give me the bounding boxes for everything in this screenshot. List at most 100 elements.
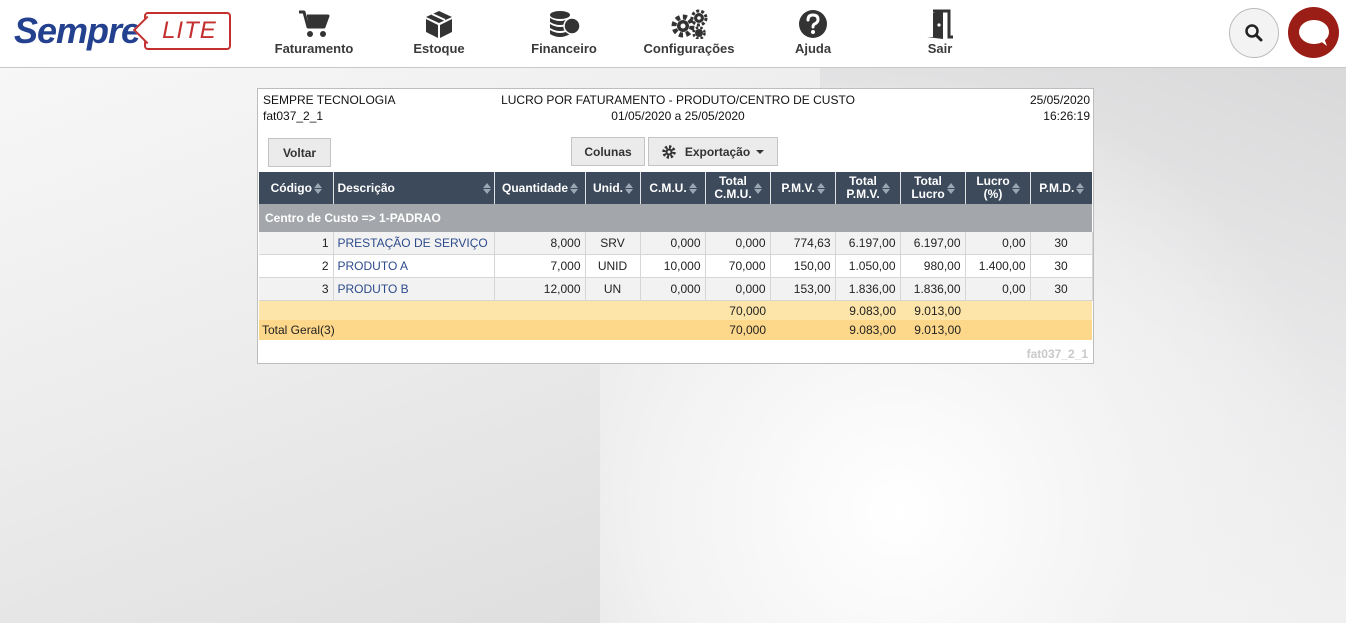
cell-total-pmv: 1.836,00	[835, 277, 901, 301]
nav-label: Estoque	[413, 41, 465, 56]
nav-faturamento[interactable]: Faturamento	[272, 9, 356, 56]
table-row[interactable]: 3 PRODUTO B 12,000 UN 0,000 0,000 153,00…	[259, 277, 1093, 301]
report-table: Código Descrição Quantidade Unid. C.M.U.…	[259, 172, 1093, 340]
cell-cmu: 0,000	[640, 232, 706, 255]
cell-unid: UNID	[585, 254, 641, 278]
col-label: Total Lucro	[911, 175, 944, 201]
question-icon	[790, 9, 836, 39]
report-header-right: 25/05/2020 16:26:19	[1030, 92, 1090, 124]
cell-total-lucro: 6.197,00	[900, 232, 966, 255]
cell-quantidade: 7,000	[494, 254, 586, 278]
col-label-line: C.M.U.	[714, 187, 752, 201]
nav-financeiro[interactable]: Financeiro	[528, 9, 600, 56]
report-period: 01/05/2020 a 25/05/2020	[611, 109, 745, 123]
grand-total-spacer	[965, 320, 1092, 340]
subtotal-spacer	[770, 300, 835, 320]
sort-icon	[1076, 182, 1085, 194]
sort-icon	[946, 182, 955, 194]
gear-icon	[662, 144, 676, 159]
sort-icon	[625, 182, 633, 194]
cell-lucro-pct: 0,00	[965, 277, 1031, 301]
sort-icon	[816, 182, 825, 194]
report-date: 25/05/2020	[1029, 93, 1090, 107]
company-name: SEMPRE TECNOLOGIA	[263, 93, 396, 107]
col-label: P.M.D.	[1039, 180, 1075, 195]
report-header-center: LUCRO POR FATURAMENTO - PRODUTO/CENTRO D…	[458, 92, 898, 124]
gears-icon	[640, 9, 738, 39]
sort-icon	[570, 182, 578, 194]
cell-codigo: 3	[259, 277, 334, 301]
col-descricao[interactable]: Descrição	[333, 172, 495, 204]
cell-descricao[interactable]: PRODUTO B	[333, 277, 495, 301]
table-row[interactable]: 2 PRODUTO A 7,000 UNID 10,000 70,000 150…	[259, 254, 1093, 278]
col-lucro-pct[interactable]: Lucro (%)	[965, 172, 1031, 204]
sort-icon	[1011, 182, 1020, 194]
col-label: Lucro (%)	[976, 175, 1009, 201]
back-button[interactable]: Voltar	[268, 138, 331, 167]
chat-bubble-icon	[1298, 19, 1329, 46]
cell-quantidade: 8,000	[494, 232, 586, 255]
col-label-line: Total	[914, 174, 942, 188]
col-label-line: P.M.V.	[846, 187, 880, 201]
nav-ajuda[interactable]: Ajuda	[790, 9, 836, 56]
grand-total-label: Total Geral(3)	[259, 320, 705, 340]
col-label: Quantidade	[501, 180, 568, 195]
sempre-lite-logo[interactable]: Sempre LITE	[14, 10, 231, 52]
col-label: C.M.U.	[649, 180, 687, 195]
grand-total-lucro: 9.013,00	[900, 320, 965, 340]
col-total-lucro[interactable]: Total Lucro	[900, 172, 966, 204]
cell-descricao[interactable]: PRODUTO A	[333, 254, 495, 278]
cell-descricao[interactable]: PRESTAÇÃO DE SERVIÇO	[333, 232, 495, 255]
col-codigo[interactable]: Código	[259, 172, 334, 204]
col-label: Código	[270, 180, 312, 195]
grand-total-pmv: 9.083,00	[835, 320, 900, 340]
nav-label: Faturamento	[274, 41, 354, 56]
search-icon	[1245, 24, 1263, 42]
cell-total-pmv: 1.050,00	[835, 254, 901, 278]
nav-sair[interactable]: Sair	[920, 9, 960, 56]
subtotal-total-pmv: 9.083,00	[835, 300, 900, 320]
subtotal-spacer	[965, 300, 1092, 320]
col-label: Descrição	[337, 180, 395, 195]
cell-total-pmv: 6.197,00	[835, 232, 901, 255]
col-pmv[interactable]: P.M.V.	[770, 172, 836, 204]
cell-total-lucro: 1.836,00	[900, 277, 966, 301]
col-pmd[interactable]: P.M.D.	[1030, 172, 1092, 204]
coins-icon	[528, 9, 600, 39]
col-label-line: (%)	[983, 187, 1003, 201]
nav-label: Financeiro	[531, 41, 597, 56]
col-label: Total P.M.V.	[846, 175, 879, 201]
cell-total-cmu: 70,000	[705, 254, 771, 278]
cell-unid: SRV	[585, 232, 641, 255]
export-button[interactable]: Exportação	[648, 137, 778, 166]
group-row: Centro de Custo => 1-PADRAO	[259, 204, 1092, 232]
col-total-cmu[interactable]: Total C.M.U.	[705, 172, 771, 204]
cell-pmv: 774,63	[770, 232, 836, 255]
col-unid[interactable]: Unid.	[585, 172, 641, 204]
col-label-line: Lucro	[976, 174, 1010, 188]
cell-pmv: 150,00	[770, 254, 836, 278]
report-time: 16:26:19	[1043, 109, 1090, 123]
columns-button[interactable]: Colunas	[571, 137, 645, 166]
sort-icon	[313, 182, 322, 194]
chat-button[interactable]	[1288, 7, 1339, 58]
col-label-line: Total	[849, 174, 877, 188]
group-label: Centro de Custo => 1-PADRAO	[259, 204, 1092, 232]
nav-estoque[interactable]: Estoque	[406, 9, 472, 56]
cell-cmu: 0,000	[640, 277, 706, 301]
col-quantidade[interactable]: Quantidade	[494, 172, 586, 204]
col-cmu[interactable]: C.M.U.	[640, 172, 706, 204]
cell-total-cmu: 0,000	[705, 232, 771, 255]
report-header-left: SEMPRE TECNOLOGIA fat037_2_1	[263, 92, 395, 124]
col-total-pmv[interactable]: Total P.M.V.	[835, 172, 901, 204]
table-row[interactable]: 1 PRESTAÇÃO DE SERVIÇO 8,000 SRV 0,000 0…	[259, 232, 1093, 255]
search-button[interactable]	[1229, 8, 1279, 58]
nav-configuracoes[interactable]: Configurações	[640, 9, 738, 56]
export-label: Exportação	[684, 144, 751, 159]
cell-pmd: 30	[1030, 232, 1093, 255]
cell-cmu: 10,000	[640, 254, 706, 278]
report-panel: SEMPRE TECNOLOGIA fat037_2_1 LUCRO POR F…	[257, 88, 1094, 364]
cell-total-cmu: 0,000	[705, 277, 771, 301]
grand-total-cmu: 70,000	[705, 320, 770, 340]
logo-tag: LITE	[144, 12, 231, 50]
